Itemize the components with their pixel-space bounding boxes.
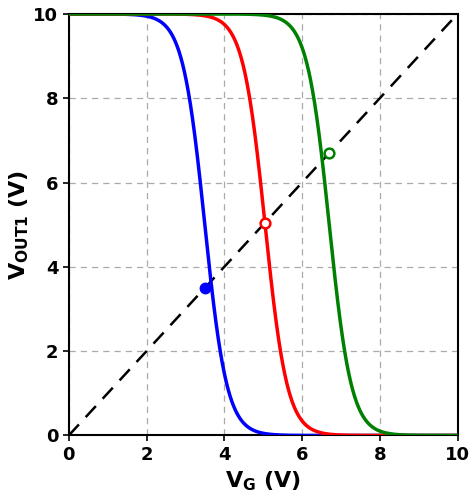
X-axis label: $\mathbf{V_G\ (V)}$: $\mathbf{V_G\ (V)}$ [225, 470, 300, 493]
Y-axis label: $\mathbf{V_{OUT1}\ (V)}$: $\mathbf{V_{OUT1}\ (V)}$ [7, 170, 30, 280]
